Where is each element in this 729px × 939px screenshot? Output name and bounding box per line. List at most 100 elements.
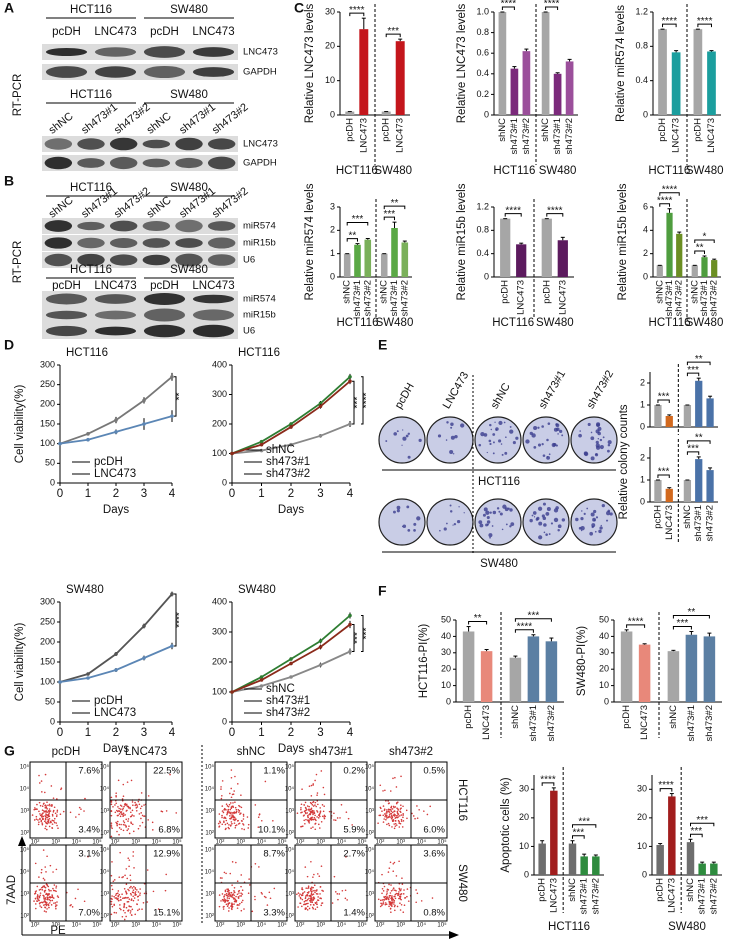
flow-event — [321, 804, 324, 806]
flow-event — [260, 891, 263, 894]
flow-event — [258, 866, 260, 868]
flow-event — [134, 913, 137, 916]
flow-x-tick: 10² — [376, 840, 385, 846]
flow-event — [47, 885, 50, 888]
flow-event — [119, 896, 122, 898]
y-tick-label: 10 — [325, 75, 335, 85]
colony — [607, 443, 611, 447]
flow-event — [402, 893, 405, 895]
colony — [595, 440, 599, 444]
flow-event — [131, 801, 134, 803]
flow-event — [230, 776, 233, 779]
point — [170, 375, 174, 379]
blot-band — [192, 47, 235, 57]
flow-event — [310, 893, 313, 896]
bar — [683, 480, 692, 502]
flow-event — [122, 823, 125, 826]
flow-event — [307, 886, 310, 889]
flow-y-tick: 10³ — [205, 809, 214, 815]
flow-x-tick: 10³ — [396, 923, 405, 929]
point — [289, 661, 293, 666]
y-tick-label: 0 — [222, 477, 227, 487]
colony — [601, 504, 605, 508]
flow-event — [39, 894, 42, 897]
y-tick-label: 1 — [330, 248, 335, 258]
significance-label: ** — [688, 607, 696, 618]
flow-event — [306, 819, 309, 821]
flow-event — [121, 915, 124, 918]
bar — [695, 380, 703, 427]
bar — [516, 244, 527, 277]
blot-group-label: SW480 — [170, 89, 208, 101]
flow-event — [38, 902, 41, 905]
flow-event — [48, 902, 51, 904]
point — [289, 422, 293, 426]
flow-event — [312, 805, 315, 807]
flow-event — [400, 893, 403, 895]
flow-event — [269, 897, 272, 900]
legend-label: LNC473 — [94, 707, 136, 719]
y-tick-label: 10 — [599, 680, 609, 690]
x-tick-label: 2 — [113, 488, 119, 500]
colony — [559, 429, 563, 434]
flow-event — [137, 800, 140, 803]
colony — [454, 434, 458, 439]
flow-event — [392, 898, 395, 901]
flow-event — [418, 809, 420, 811]
flow-event — [238, 892, 240, 894]
flow-event — [129, 879, 132, 882]
flow-event — [305, 894, 307, 897]
flow-event — [116, 814, 119, 817]
bar — [711, 260, 718, 277]
flow-y-tick: 10⁵ — [285, 847, 295, 854]
flow-event — [44, 901, 47, 904]
colony — [504, 451, 508, 455]
lane-label: sh473#1 — [79, 101, 120, 136]
colony — [557, 528, 560, 532]
flow-event — [130, 914, 133, 916]
significance-label: ** — [695, 433, 703, 444]
flow-event — [140, 817, 142, 820]
significance-bracket — [546, 213, 564, 217]
lane-label: shNC — [47, 110, 76, 136]
x-tick-label: LNC473 — [557, 280, 568, 315]
flow-event — [48, 803, 51, 806]
blot-band — [207, 237, 236, 249]
flow-event — [399, 897, 402, 900]
flow-event — [394, 895, 396, 898]
lane-label: sh473#2 — [112, 185, 153, 220]
y-tick-label: 10 — [441, 680, 451, 690]
flow-event — [229, 872, 232, 875]
flow-x-tick: 10² — [31, 923, 40, 929]
flow-event — [390, 806, 392, 809]
flow-event — [312, 783, 315, 785]
blot-band — [94, 294, 137, 304]
flow-event — [309, 899, 311, 902]
significance-bracket — [694, 250, 705, 254]
flow-y-label: 7AAD — [6, 875, 18, 905]
gate-percent: 1.1% — [263, 766, 285, 777]
flow-y-tick: 10⁴ — [285, 786, 295, 793]
blot-row-label: GAPDH — [243, 67, 277, 78]
significance-label: ** — [474, 613, 482, 624]
flow-event — [40, 906, 43, 909]
colony — [599, 438, 603, 442]
flow-event — [312, 876, 314, 878]
flow-event — [234, 826, 237, 829]
colony — [590, 436, 595, 441]
flow-event — [134, 887, 137, 889]
colony — [401, 444, 403, 446]
bar — [710, 863, 718, 875]
flow-event — [312, 893, 315, 895]
y-tick-label: 10 — [637, 841, 647, 851]
flow-x-tick: 10⁵ — [92, 922, 102, 929]
flow-event — [51, 896, 54, 899]
colony — [597, 426, 602, 431]
flow-event — [384, 895, 387, 898]
flow-event — [412, 815, 415, 817]
flow-event — [165, 810, 168, 812]
flow-event — [31, 814, 34, 816]
blot-group-label: SW480 — [170, 264, 208, 276]
flow-event — [391, 905, 393, 908]
flow-event — [314, 804, 316, 806]
